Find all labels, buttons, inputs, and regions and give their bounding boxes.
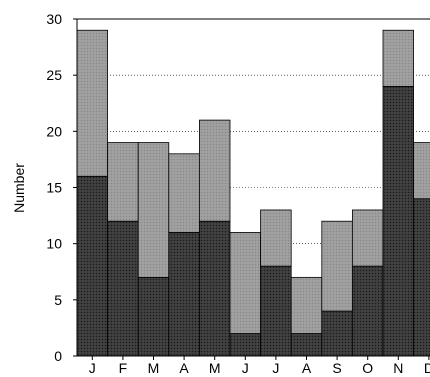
- bar-segment-upper: [413, 142, 430, 200]
- x-tick-label: S: [332, 360, 341, 376]
- bar-segment-upper: [382, 29, 415, 87]
- y-tick-label: 5: [54, 292, 62, 308]
- x-tick-label: M: [148, 360, 160, 376]
- bar-segment-lower: [198, 220, 231, 357]
- bar-segment-upper: [198, 119, 231, 222]
- x-tick-label: D: [424, 360, 430, 376]
- bar-segment-lower: [260, 265, 292, 357]
- y-tick-label: 15: [46, 180, 62, 196]
- bar-segment-upper: [76, 29, 109, 177]
- bar-segment-lower: [382, 86, 415, 357]
- bar-segment-upper: [321, 220, 353, 312]
- bar-segment-upper: [137, 142, 170, 278]
- bar-segment-lower: [137, 276, 170, 357]
- bar-segment-lower: [168, 232, 200, 357]
- bar-segment-upper: [229, 232, 262, 334]
- x-tick-label: J: [242, 360, 249, 376]
- x-tick-label: N: [393, 360, 403, 376]
- bar-segment-lower: [351, 265, 384, 357]
- x-tick-label: M: [209, 360, 221, 376]
- y-tick-label: 20: [46, 123, 62, 139]
- bar-segment-upper: [168, 153, 200, 233]
- x-tick-label: A: [302, 360, 312, 376]
- y-tick-label: 0: [54, 348, 62, 364]
- y-tick-label: 25: [46, 67, 62, 83]
- x-tick-label: O: [362, 360, 373, 376]
- bar-segment-upper: [107, 142, 139, 222]
- y-tick-label: 10: [46, 236, 62, 252]
- bar-segment-upper: [351, 209, 384, 267]
- axes: [73, 18, 430, 360]
- y-tick-labels: 0 5 10 15 20 25 30: [46, 11, 62, 364]
- x-tick-label: J: [272, 360, 279, 376]
- x-tick-label: A: [179, 360, 189, 376]
- bar-segment-lower: [290, 333, 323, 357]
- bar-segment-lower: [321, 310, 353, 357]
- bars: [76, 29, 430, 357]
- x-tick-label: F: [119, 360, 128, 376]
- y-axis-label: Number: [11, 163, 27, 213]
- x-tick-label: J: [89, 360, 96, 376]
- y-tick-label: 30: [46, 11, 62, 27]
- bar-segment-lower: [107, 220, 139, 357]
- bar-segment-lower: [413, 198, 430, 357]
- bar-segment-lower: [76, 175, 109, 357]
- bar-segment-upper: [290, 276, 323, 334]
- bar-segment-lower: [229, 333, 262, 357]
- bar-segment-upper: [260, 209, 292, 267]
